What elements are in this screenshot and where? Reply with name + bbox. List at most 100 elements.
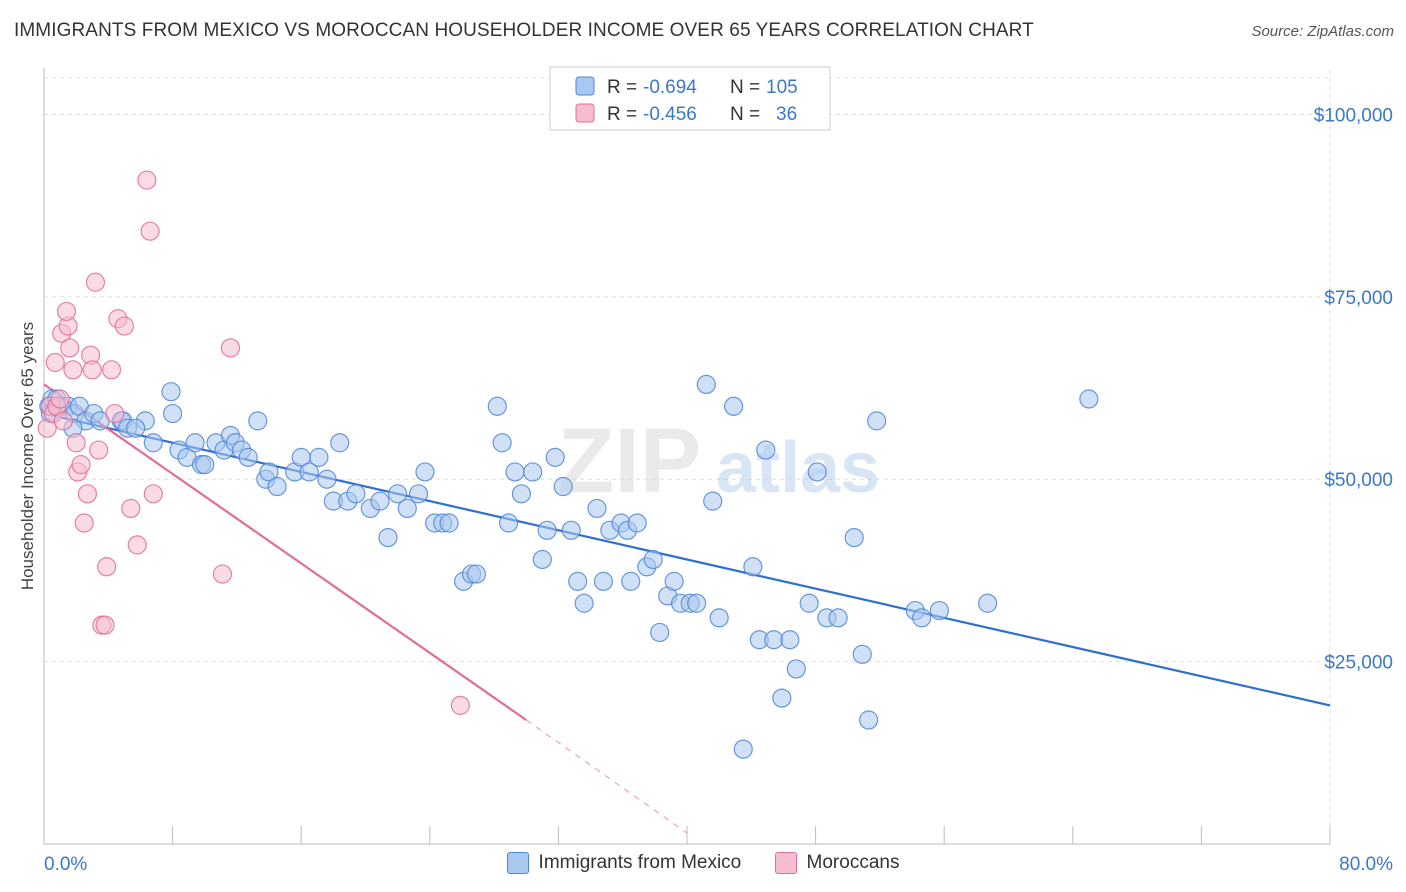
data-points [37, 170, 1099, 759]
point-moroccans [97, 557, 117, 577]
point-moroccans [50, 389, 70, 409]
point-moroccans [127, 535, 147, 555]
legend-r-label-blue: R = [607, 77, 637, 98]
watermark: ZIP atlas [558, 410, 880, 512]
point-mexico [709, 608, 729, 628]
point-mexico [724, 396, 744, 416]
point-mexico [978, 593, 998, 613]
y-tick-label: $100,000 [1314, 105, 1393, 126]
point-mexico [545, 447, 565, 467]
legend-n-value-blue: 105 [766, 77, 798, 98]
point-mexico [143, 433, 163, 453]
point-mexico [126, 418, 146, 438]
point-moroccans [63, 360, 83, 380]
point-moroccans [121, 498, 141, 519]
point-moroccans [143, 484, 163, 504]
point-moroccans [450, 695, 470, 715]
point-mexico [756, 440, 776, 460]
point-mexico [621, 571, 641, 591]
point-mexico [844, 527, 864, 548]
point-mexico [828, 608, 848, 628]
point-mexico [568, 571, 588, 591]
point-moroccans [101, 360, 122, 380]
point-moroccans [85, 272, 106, 292]
point-moroccans [95, 615, 115, 635]
trend-line-moroccans [43, 383, 527, 721]
point-mexico [415, 462, 435, 482]
watermark-atlas: atlas [716, 428, 880, 508]
point-moroccans [114, 316, 134, 336]
point-mexico [733, 739, 753, 759]
point-mexico [627, 513, 647, 533]
point-mexico [799, 593, 819, 613]
point-mexico [397, 498, 417, 519]
legend-label-mexico: Immigrants from Mexico [538, 852, 742, 873]
point-mexico [703, 491, 723, 511]
point-mexico [505, 462, 525, 482]
legend-r-label-pink: R = [607, 104, 637, 125]
trend-line-mexico [43, 412, 1331, 707]
point-moroccans [89, 440, 109, 460]
point-mexico [852, 644, 872, 664]
axes [43, 68, 1331, 845]
point-mexico [388, 484, 408, 504]
point-mexico [664, 571, 684, 591]
legend-r-value-pink: -0.456 [643, 104, 697, 125]
tick-labels: $25,000 $50,000 $75,000 $100,000 0.0% 80.0% [44, 105, 1393, 875]
point-mexico [532, 549, 552, 570]
point-mexico [561, 520, 581, 540]
point-mexico [867, 411, 887, 431]
point-mexico [408, 484, 429, 504]
legend-box: R = -0.694 N = 105 R = -0.456 N = 36 [549, 66, 831, 131]
point-moroccans [66, 433, 86, 453]
point-moroccans [45, 352, 65, 373]
trend-line-moroccans-extrapolated [525, 719, 688, 834]
point-moroccans [212, 564, 233, 584]
point-mexico [378, 527, 398, 548]
point-mexico [764, 630, 784, 650]
watermark-zip: ZIP [558, 410, 701, 512]
point-mexico [574, 593, 594, 613]
point-mexico [346, 484, 366, 504]
point-moroccans [82, 360, 102, 380]
point-mexico [587, 498, 607, 519]
point-mexico [185, 433, 205, 453]
y-tick-label: $75,000 [1324, 288, 1393, 309]
legend-swatch-moroccans [774, 852, 797, 874]
legend-item-moroccans: Moroccans [774, 852, 900, 874]
point-mexico [259, 462, 279, 482]
x-tick-label-min: 0.0% [44, 854, 87, 875]
legend-swatch-pink [575, 103, 595, 123]
trend-lines [43, 383, 1331, 834]
point-mexico [317, 469, 337, 489]
point-mexico [687, 593, 707, 613]
point-mexico [511, 484, 532, 504]
point-mexico [487, 396, 507, 416]
point-mexico [195, 455, 215, 475]
chart-title: IMMIGRANTS FROM MEXICO VS MOROCCAN HOUSE… [14, 20, 1034, 41]
point-mexico [553, 476, 573, 497]
point-mexico [1079, 389, 1099, 409]
point-mexico [309, 447, 329, 467]
point-mexico [780, 630, 800, 650]
bottom-legend: Immigrants from Mexico Moroccans [0, 852, 1406, 880]
point-mexico [650, 622, 670, 643]
legend-swatch-mexico [506, 852, 529, 874]
point-mexico [743, 557, 763, 577]
point-mexico [772, 688, 792, 708]
point-mexico [161, 382, 181, 402]
source-label: Source: ZipAtlas.com [1251, 23, 1394, 40]
legend-label-moroccans: Moroccans [806, 852, 900, 873]
point-moroccans [140, 221, 160, 241]
legend-n-value-pink: 36 [776, 104, 797, 125]
point-moroccans [220, 338, 241, 358]
point-mexico [492, 433, 512, 453]
point-mexico [163, 403, 183, 424]
point-moroccans [74, 513, 94, 533]
point-mexico [238, 447, 258, 467]
point-mexico [929, 600, 949, 621]
point-mexico [523, 462, 543, 482]
point-mexico [248, 411, 268, 431]
point-mexico [912, 608, 932, 628]
